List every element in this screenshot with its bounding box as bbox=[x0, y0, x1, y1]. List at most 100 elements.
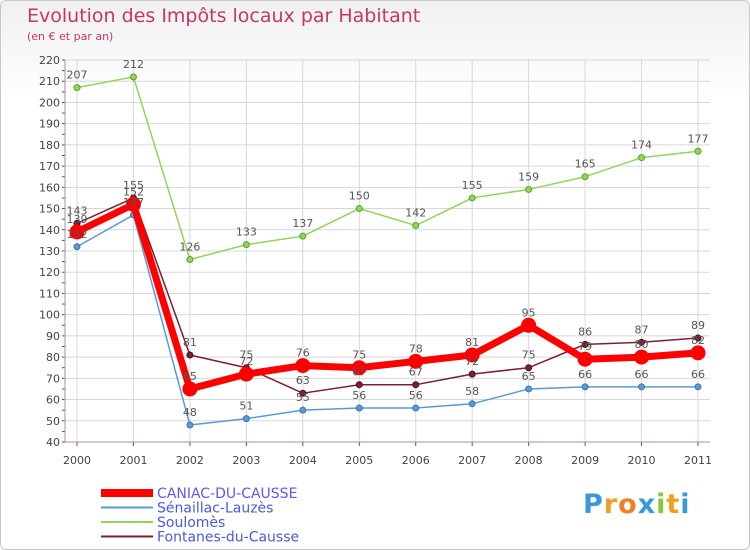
y-tick-label: 70 bbox=[46, 372, 60, 385]
data-point-s-naillac-lauz-s bbox=[412, 404, 420, 412]
logo-letter: x bbox=[637, 489, 657, 520]
data-label-caniac-du-causse: 82 bbox=[691, 334, 705, 347]
data-label-fontanes-du-causse: 143 bbox=[67, 204, 88, 217]
data-label-fontanes-du-causse: 75 bbox=[239, 349, 253, 362]
data-label-s-naillac-lauz-s: 56 bbox=[352, 389, 366, 402]
data-label-soulom-s: 137 bbox=[292, 217, 313, 230]
data-point-s-naillac-lauz-s bbox=[638, 383, 646, 391]
logo-letter: o bbox=[618, 489, 638, 520]
data-label-fontanes-du-causse: 86 bbox=[578, 325, 592, 338]
chart-title: Evolution des Impôts locaux par Habitant bbox=[27, 5, 421, 27]
y-tick-label: 190 bbox=[39, 118, 60, 131]
data-point-caniac-du-causse bbox=[577, 351, 593, 367]
data-point-soulom-s bbox=[638, 154, 646, 162]
y-tick-label: 40 bbox=[46, 436, 60, 449]
data-label-fontanes-du-causse: 87 bbox=[635, 323, 649, 336]
series-line-soulom-s bbox=[76, 76, 699, 261]
data-point-s-naillac-lauz-s bbox=[468, 400, 476, 408]
data-label-caniac-du-causse: 75 bbox=[352, 349, 366, 362]
series-line-fontanes-du-causse bbox=[76, 197, 699, 394]
data-label-caniac-du-causse: 81 bbox=[465, 336, 479, 349]
data-point-caniac-du-causse bbox=[238, 366, 254, 382]
data-label-caniac-du-causse: 80 bbox=[635, 338, 649, 351]
data-point-caniac-du-causse bbox=[351, 360, 367, 376]
x-tick-label: 2001 bbox=[119, 454, 147, 467]
data-label-caniac-du-causse: 76 bbox=[296, 347, 310, 360]
grid bbox=[65, 59, 710, 443]
y-tick-label: 90 bbox=[46, 330, 60, 343]
data-point-fontanes-du-causse bbox=[638, 338, 646, 346]
data-label-soulom-s: 142 bbox=[405, 207, 426, 220]
data-point-s-naillac-lauz-s bbox=[242, 415, 250, 423]
x-tick-label: 2009 bbox=[571, 454, 599, 467]
data-label-fontanes-du-causse: 67 bbox=[409, 366, 423, 379]
logo-letter: P bbox=[583, 489, 604, 520]
series bbox=[69, 73, 706, 429]
data-label-caniac-du-causse: 65 bbox=[183, 370, 197, 383]
data-label-fontanes-du-causse: 75 bbox=[522, 349, 536, 362]
data-point-caniac-du-causse bbox=[69, 224, 85, 240]
data-point-soulom-s bbox=[242, 241, 250, 249]
data-point-soulom-s bbox=[129, 73, 137, 81]
legend-label-caniac-du-causse: CANIAC-DU-CAUSSE bbox=[157, 486, 297, 502]
data-label-fontanes-du-causse: 89 bbox=[691, 319, 705, 332]
data-label-soulom-s: 177 bbox=[688, 132, 709, 145]
data-point-caniac-du-causse bbox=[464, 347, 480, 363]
data-point-s-naillac-lauz-s bbox=[581, 383, 589, 391]
data-label-caniac-du-causse: 72 bbox=[239, 355, 253, 368]
y-tick-label: 130 bbox=[39, 245, 60, 258]
data-point-soulom-s bbox=[468, 194, 476, 202]
y-tick-label: 140 bbox=[39, 224, 60, 237]
data-label-soulom-s: 212 bbox=[123, 58, 144, 71]
data-label-s-naillac-lauz-s: 55 bbox=[296, 391, 310, 404]
data-point-caniac-du-causse bbox=[408, 353, 424, 369]
x-tick-label: 2004 bbox=[289, 454, 317, 467]
legend-label-soulom-s: Soulomès bbox=[157, 515, 225, 531]
data-point-soulom-s bbox=[694, 147, 702, 155]
data-point-caniac-du-causse bbox=[690, 345, 706, 361]
data-point-fontanes-du-causse bbox=[412, 381, 420, 389]
x-tick-label: 2008 bbox=[515, 454, 543, 467]
axes: 40 50 60 70 80 90 100 110 120 130 140 150 160 170 180 1… bbox=[39, 54, 712, 467]
data-point-s-naillac-lauz-s bbox=[694, 383, 702, 391]
data-label-s-naillac-lauz-s: 48 bbox=[183, 406, 197, 419]
data-label-soulom-s: 150 bbox=[349, 190, 370, 203]
data-label-fontanes-du-causse: 81 bbox=[183, 336, 197, 349]
data-label-caniac-du-causse: 79 bbox=[578, 340, 592, 353]
y-tick-label: 160 bbox=[39, 181, 60, 194]
data-label-fontanes-du-causse: 63 bbox=[296, 374, 310, 387]
data-point-caniac-du-causse bbox=[521, 317, 537, 333]
y-tick-label: 120 bbox=[39, 266, 60, 279]
legend-label-s-naillac-lauz-s: Sénaillac-Lauzès bbox=[157, 501, 273, 517]
y-tick-label: 60 bbox=[46, 394, 60, 407]
x-tick-label: 2000 bbox=[63, 454, 91, 467]
data-point-caniac-du-causse bbox=[634, 349, 650, 365]
data-point-s-naillac-lauz-s bbox=[299, 406, 307, 414]
data-labels: 132 147 48 51 55 56 56 58 65 66 66 66 207 212 126 133 13… bbox=[67, 58, 709, 419]
data-point-s-naillac-lauz-s bbox=[355, 404, 363, 412]
data-point-soulom-s bbox=[299, 232, 307, 240]
y-tick-label: 180 bbox=[39, 139, 60, 152]
data-point-fontanes-du-causse bbox=[186, 351, 194, 359]
y-tick-label: 170 bbox=[39, 160, 60, 173]
data-point-soulom-s bbox=[412, 222, 420, 230]
proxiti-logo: Proxiti bbox=[583, 489, 691, 520]
data-point-fontanes-du-causse bbox=[299, 389, 307, 397]
data-label-caniac-du-causse: 139 bbox=[67, 213, 88, 226]
data-label-caniac-du-causse: 95 bbox=[522, 306, 536, 319]
data-label-s-naillac-lauz-s: 132 bbox=[67, 228, 88, 241]
data-label-s-naillac-lauz-s: 66 bbox=[635, 368, 649, 381]
data-label-s-naillac-lauz-s: 147 bbox=[123, 196, 144, 209]
x-tick-label: 2005 bbox=[345, 454, 373, 467]
data-label-s-naillac-lauz-s: 66 bbox=[578, 368, 592, 381]
data-label-soulom-s: 174 bbox=[631, 139, 652, 152]
y-tick-label: 100 bbox=[39, 309, 60, 322]
x-tick-label: 2002 bbox=[176, 454, 204, 467]
data-label-fontanes-du-causse: 155 bbox=[123, 179, 144, 192]
data-point-s-naillac-lauz-s bbox=[73, 243, 81, 251]
x-tick-label: 2003 bbox=[232, 454, 260, 467]
y-tick-label: 80 bbox=[46, 351, 60, 364]
data-point-fontanes-du-causse bbox=[355, 381, 363, 389]
